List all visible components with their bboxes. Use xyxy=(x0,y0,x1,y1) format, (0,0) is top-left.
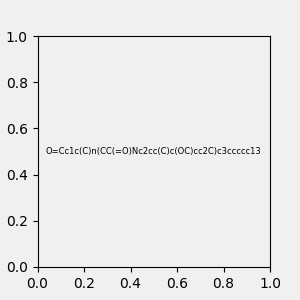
Text: O=Cc1c(C)n(CC(=O)Nc2cc(C)c(OC)cc2C)c3ccccc13: O=Cc1c(C)n(CC(=O)Nc2cc(C)c(OC)cc2C)c3ccc… xyxy=(46,147,262,156)
